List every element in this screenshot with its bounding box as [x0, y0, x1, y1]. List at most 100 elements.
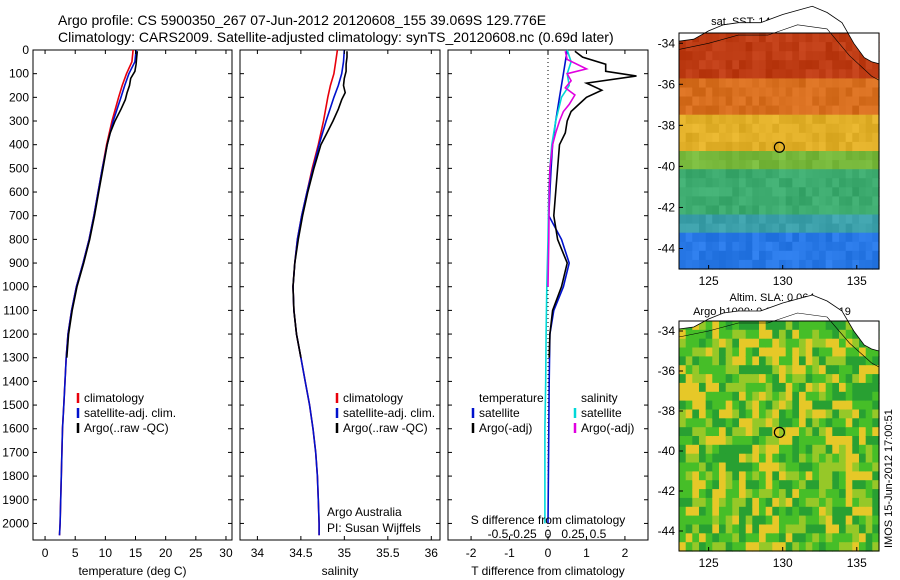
sst-map-cell	[812, 205, 820, 216]
sst-map-cell	[785, 259, 793, 270]
difference-sal-legend-label: salinity	[581, 391, 618, 405]
sla-map-cell	[712, 506, 720, 517]
sst-map-cell	[805, 178, 813, 188]
sst-map-cell	[799, 196, 807, 207]
sst-map-cell	[712, 141, 720, 152]
sla-map-cell	[725, 365, 733, 375]
sst-map-cell	[825, 96, 833, 107]
sst-map-cell	[792, 169, 800, 179]
sla-map-cell	[712, 462, 720, 472]
salinity-legend-label: satellite-adj. clim.	[343, 406, 435, 420]
sla-map-cell	[725, 471, 733, 481]
sst-map-cell	[745, 78, 753, 89]
sst-map-cell	[712, 196, 720, 207]
sst-map-cell	[859, 196, 867, 207]
sst-map-cell	[725, 87, 733, 98]
sst-map-cell	[865, 232, 873, 243]
sst-map-cell	[845, 187, 853, 197]
sst-map-cell	[732, 123, 740, 134]
sla-map-cell	[779, 329, 787, 340]
sst-map-cell	[779, 33, 787, 43]
sla-map-cell	[865, 489, 873, 499]
sla-map-cell	[679, 409, 687, 419]
sla-map-cell	[872, 382, 880, 393]
sla-map-cell	[739, 524, 747, 534]
sla-map-cell	[719, 533, 727, 543]
sla-map-cell	[792, 356, 800, 366]
sla-map-cell	[752, 524, 760, 534]
sst-map-cell	[872, 223, 880, 234]
sla-map-cell	[819, 524, 827, 534]
sst-map-shelf-contour	[678, 24, 880, 81]
sla-map-cell	[785, 506, 793, 517]
sla-map-cell	[805, 480, 813, 490]
sla-map-cell	[825, 444, 833, 455]
sst-map-cell	[679, 259, 687, 270]
sla-map-cell	[765, 515, 773, 525]
sst-map-cell	[765, 250, 773, 261]
sla-map-cell	[839, 409, 847, 419]
sst-map-cell	[712, 187, 720, 197]
sla-map-cell	[699, 365, 707, 375]
sla-map-cell	[705, 321, 713, 331]
sst-map-cell	[685, 60, 693, 70]
sst-map-cell	[752, 51, 760, 61]
sst-map-cell	[725, 78, 733, 89]
sst-map-cell	[785, 141, 793, 152]
sla-map-cell	[692, 365, 700, 375]
sla-map-cell	[739, 427, 747, 437]
sla-map-cell	[805, 515, 813, 525]
sst-map-cell	[719, 123, 727, 134]
sla-map-cell	[832, 524, 840, 534]
sla-map-cell	[779, 489, 787, 499]
sst-map-cell	[799, 96, 807, 107]
sla-map-cell	[745, 365, 753, 375]
sla-map-cell	[679, 444, 687, 455]
sst-map-cell	[772, 60, 780, 70]
sst-map-cell	[805, 196, 813, 207]
sla-map-cell	[785, 338, 793, 349]
sst-map-cell	[799, 132, 807, 143]
sla-map-cell	[732, 365, 740, 375]
sla-map-cell	[759, 329, 767, 340]
sst-map-cell	[685, 78, 693, 89]
sst-map-cell	[725, 105, 733, 116]
sla-map-cell	[679, 427, 687, 437]
sst-map-cell	[692, 196, 700, 207]
sst-map-cell	[685, 123, 693, 134]
sla-map-cell	[799, 444, 807, 455]
sla-map-cell	[825, 506, 833, 517]
sst-map-cell	[845, 141, 853, 152]
sst-map-cell	[719, 259, 727, 270]
sla-map-cell	[725, 427, 733, 437]
sst-map-lat-tick-label: -40	[658, 159, 676, 173]
sla-map-cell	[772, 506, 780, 517]
sla-map-cell	[805, 427, 813, 437]
sla-map-cell	[799, 382, 807, 393]
sla-map-cell	[712, 356, 720, 366]
sst-map-cell	[839, 169, 847, 179]
sst-map-lat-tick-label: -36	[658, 77, 676, 91]
sst-map-cell	[759, 223, 767, 234]
sla-map-cell	[792, 542, 800, 552]
sst-map-cell	[845, 196, 853, 207]
sst-map-cell	[812, 105, 820, 116]
depth-tick-label: 100	[9, 67, 29, 81]
depth-tick-label: 1500	[2, 398, 29, 412]
sst-map-cell	[679, 96, 687, 107]
sla-map-cell	[772, 524, 780, 534]
sst-map-cell	[779, 205, 787, 216]
sst-map-cell	[792, 141, 800, 152]
sst-map-cell	[765, 105, 773, 116]
sst-map-cell	[865, 196, 873, 207]
sst-map-cell	[759, 178, 767, 188]
sst-map-cell	[705, 69, 713, 79]
sst-map-cell	[745, 141, 753, 152]
sst-map-cell	[805, 214, 813, 225]
sla-map-cell	[739, 329, 747, 340]
sst-map-cell	[712, 60, 720, 70]
sst-map-cell	[759, 250, 767, 261]
sla-map-cell	[719, 542, 727, 552]
sst-map-cell	[765, 196, 773, 207]
